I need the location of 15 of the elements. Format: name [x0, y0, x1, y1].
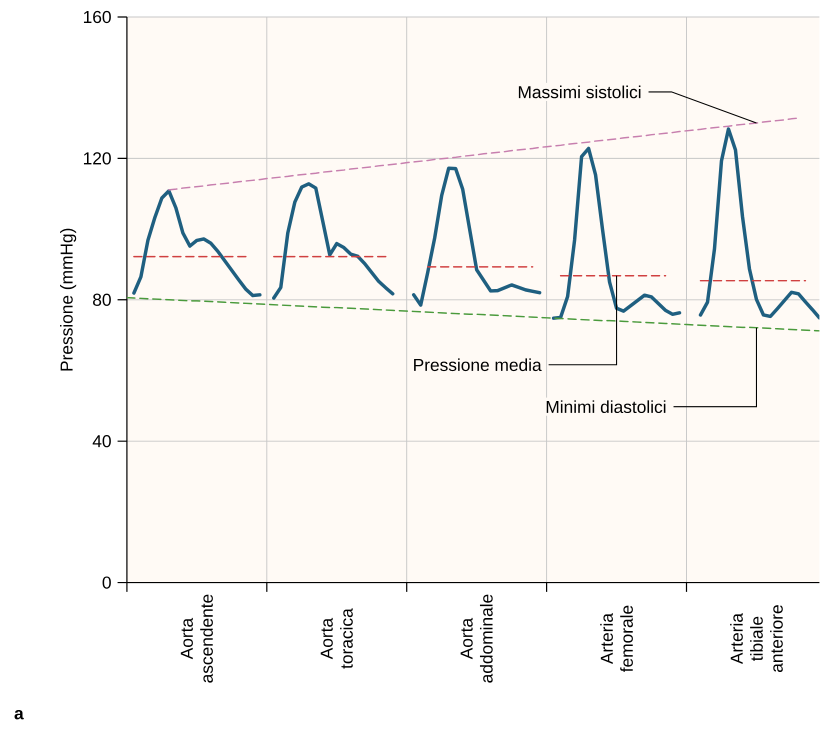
x-tick-label: Aorta ascendente [180, 594, 213, 682]
annotation: Massimi sistolici [518, 85, 640, 98]
y-tick-label: 40 [92, 434, 111, 448]
text: a [14, 710, 24, 720]
x-tick-label: Aorta addominale [460, 594, 493, 682]
x-tick-label: Arteria femorale [600, 605, 633, 672]
annotation: Minimi diastolici [546, 400, 666, 413]
annotation: Pressione media [414, 358, 542, 371]
y-tick-label: 0 [102, 576, 111, 588]
y-tick-label: 160 [84, 10, 111, 23]
y-tick-label: 120 [84, 152, 111, 164]
x-tick-label: Arteria tibiale anteriore [730, 604, 783, 672]
y-tick-label: 80 [93, 293, 111, 306]
x-tick-label: Aorta toracica [320, 608, 353, 668]
y-axis-title: Pressione (mmHg) [60, 228, 76, 370]
